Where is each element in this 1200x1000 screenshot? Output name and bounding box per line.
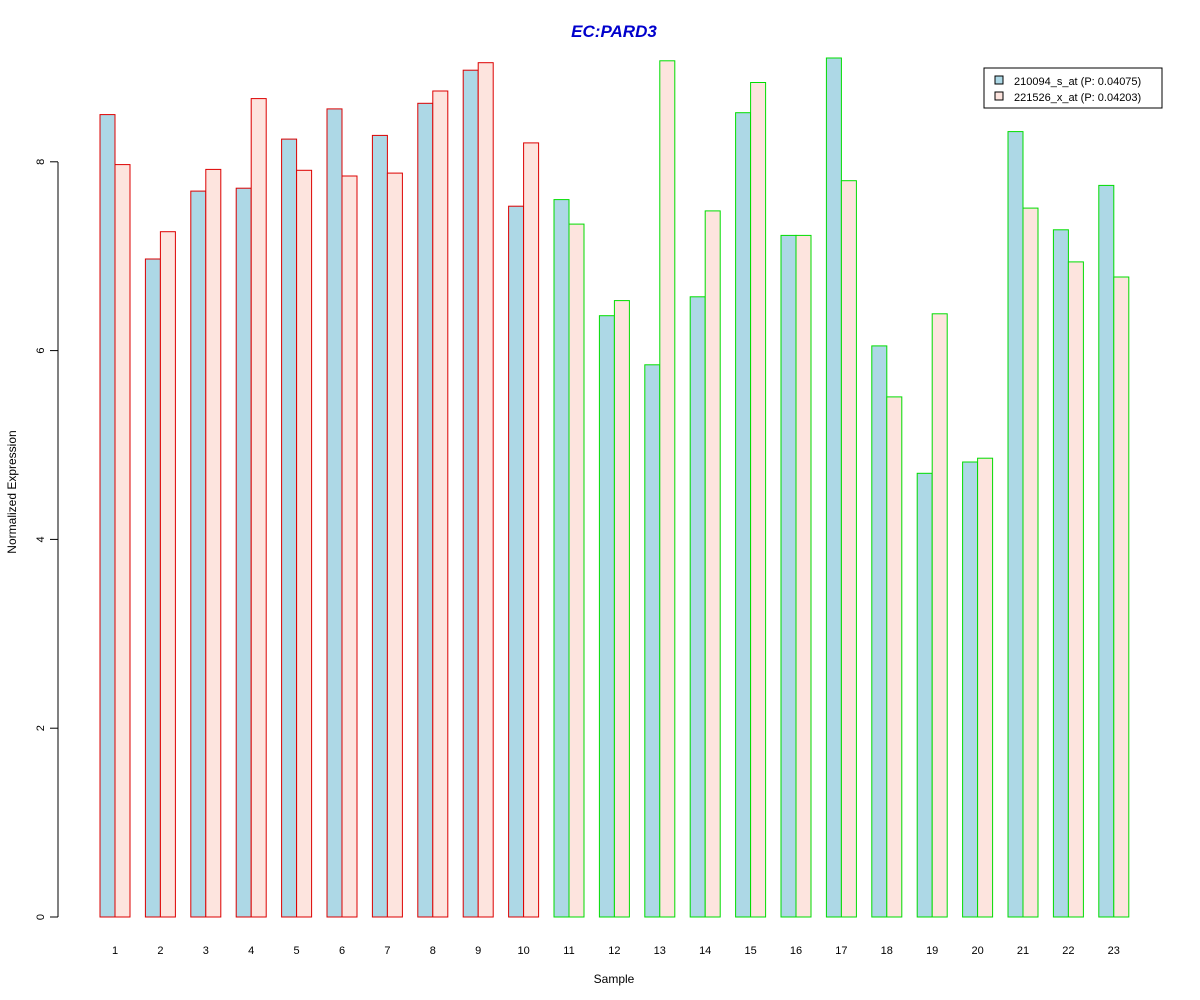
bar-sample-23-series-2 (1113, 276, 1130, 918)
bar-sample-16-series-1 (780, 234, 797, 918)
bar-sample-15-series-1 (735, 112, 752, 918)
bar-sample-8-series-2 (432, 90, 449, 918)
legend-swatch-series-1 (994, 75, 1004, 85)
bar-sample-5-series-2 (296, 169, 313, 918)
legend-swatch-series-2 (994, 91, 1004, 101)
x-tick-label-8: 8 (430, 945, 436, 957)
bar-sample-18-series-1 (871, 345, 888, 918)
bar-sample-23-series-1 (1098, 184, 1115, 918)
bar-sample-14-series-2 (704, 210, 721, 918)
bar-sample-20-series-1 (962, 461, 979, 918)
x-tick-label-5: 5 (294, 945, 300, 957)
legend-label-series-2: 221526_x_at (P: 0.04203) (1014, 92, 1141, 104)
bar-sample-7-series-2 (386, 172, 403, 918)
bar-sample-11-series-1 (553, 199, 570, 918)
x-tick-label-1: 1 (112, 945, 118, 957)
x-tick-label-15: 15 (744, 945, 756, 957)
x-tick-label-23: 23 (1108, 945, 1120, 957)
bar-sample-1-series-1 (99, 114, 116, 918)
bar-sample-10-series-1 (508, 205, 525, 918)
bar-sample-16-series-2 (795, 234, 812, 918)
x-tick-label-16: 16 (790, 945, 802, 957)
chart-title: EC:PARD3 (571, 22, 657, 41)
bar-sample-17-series-2 (840, 180, 857, 918)
bar-sample-3-series-1 (190, 190, 207, 918)
legend-box (983, 67, 1163, 109)
bar-sample-11-series-2 (568, 223, 585, 918)
x-tick-label-2: 2 (157, 945, 163, 957)
x-tick-label-12: 12 (608, 945, 620, 957)
bar-sample-12-series-1 (598, 315, 615, 918)
y-axis-label: Normalized Expression (5, 430, 19, 553)
x-tick-label-18: 18 (881, 945, 893, 957)
bar-sample-4-series-2 (250, 98, 267, 918)
y-tick-label-8: 8 (35, 159, 47, 165)
bar-sample-4-series-1 (235, 187, 252, 918)
bar-sample-1-series-2 (114, 164, 131, 918)
x-tick-label-11: 11 (563, 945, 574, 957)
bar-sample-13-series-1 (644, 364, 661, 918)
x-tick-label-14: 14 (699, 945, 711, 957)
bars-group (99, 57, 1130, 918)
y-tick-label-4: 4 (35, 536, 47, 542)
bar-sample-10-series-2 (523, 142, 540, 918)
bar-sample-22-series-1 (1052, 229, 1069, 918)
bar-sample-9-series-1 (462, 69, 479, 918)
bar-sample-5-series-1 (281, 138, 298, 918)
bar-sample-21-series-1 (1007, 131, 1024, 918)
bar-sample-14-series-1 (689, 296, 706, 918)
bar-sample-2-series-1 (144, 258, 161, 918)
bar-sample-6-series-2 (341, 175, 358, 918)
bar-sample-19-series-2 (931, 313, 948, 918)
x-tick-label-7: 7 (384, 945, 390, 957)
legend: 210094_s_at (P: 0.04075) 221526_x_at (P:… (983, 67, 1163, 109)
bar-sample-13-series-2 (659, 60, 676, 918)
bar-sample-22-series-2 (1067, 261, 1084, 918)
bar-sample-21-series-2 (1022, 207, 1039, 918)
y-axis: 0 2 4 6 8 (35, 159, 59, 920)
bar-sample-9-series-2 (477, 62, 494, 918)
x-tick-label-17: 17 (835, 945, 847, 957)
bar-sample-6-series-1 (326, 108, 343, 918)
bar-sample-19-series-1 (916, 472, 933, 918)
x-tick-label-3: 3 (203, 945, 209, 957)
bar-sample-18-series-2 (886, 396, 903, 918)
bar-sample-12-series-2 (613, 300, 630, 918)
bar-sample-2-series-2 (159, 231, 176, 918)
bar-sample-8-series-1 (417, 102, 434, 918)
bar-sample-17-series-1 (825, 57, 842, 918)
bar-sample-7-series-1 (371, 134, 388, 918)
bar-sample-15-series-2 (750, 82, 767, 918)
y-tick-label-2: 2 (35, 725, 47, 731)
x-tick-labels: 1 2 3 4 5 6 7 8 9 10 11 12 13 14 15 16 17 18 19 20 21 22 23 (112, 945, 1120, 957)
x-tick-label-10: 10 (517, 945, 529, 957)
x-tick-label-13: 13 (654, 945, 666, 957)
y-tick-label-0: 0 (35, 914, 47, 920)
x-tick-label-6: 6 (339, 945, 345, 957)
x-tick-label-19: 19 (926, 945, 938, 957)
x-tick-label-4: 4 (248, 945, 254, 957)
y-tick-label-6: 6 (35, 348, 47, 354)
x-tick-label-20: 20 (971, 945, 983, 957)
x-tick-label-21: 21 (1017, 945, 1029, 957)
x-axis-label: Sample (594, 972, 635, 986)
legend-label-series-1: 210094_s_at (P: 0.04075) (1014, 76, 1141, 88)
x-tick-label-9: 9 (475, 945, 481, 957)
bar-sample-3-series-2 (205, 168, 222, 918)
bar-sample-20-series-2 (977, 457, 994, 918)
x-tick-label-22: 22 (1062, 945, 1074, 957)
